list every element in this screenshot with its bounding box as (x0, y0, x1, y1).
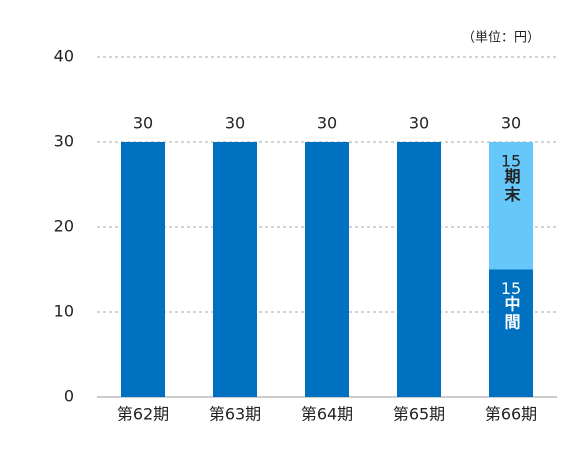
total-label: 30 (409, 114, 429, 133)
bar-segment (489, 142, 533, 270)
x-tick-label: 第66期 (485, 405, 537, 424)
y-tick-label: 30 (54, 132, 74, 151)
bar-segment (489, 269, 533, 397)
y-tick-label: 20 (54, 217, 74, 236)
x-tick-label: 第63期 (209, 405, 261, 424)
total-label: 30 (133, 114, 153, 133)
x-tick-label: 第62期 (117, 405, 169, 424)
y-tick-label: 0 (64, 387, 74, 406)
segment-value-label: 15 (501, 279, 521, 298)
y-tick-label: 10 (54, 302, 74, 321)
bar-segment (305, 142, 349, 397)
total-label: 30 (225, 114, 245, 133)
y-tick-label: 40 (54, 47, 74, 66)
bar-segment (397, 142, 441, 397)
bar-segment (213, 142, 257, 397)
segment-value-label: 15 (501, 152, 521, 171)
x-tick-label: 第65期 (393, 405, 445, 424)
total-label: 30 (501, 114, 521, 133)
segment-name-label: 期末 (502, 167, 521, 204)
segment-name-label: 中間 (502, 295, 521, 332)
bar-segment (121, 142, 165, 397)
total-label: 30 (317, 114, 337, 133)
unit-note: （単位：円） (462, 30, 540, 46)
x-tick-label: 第64期 (301, 405, 353, 424)
